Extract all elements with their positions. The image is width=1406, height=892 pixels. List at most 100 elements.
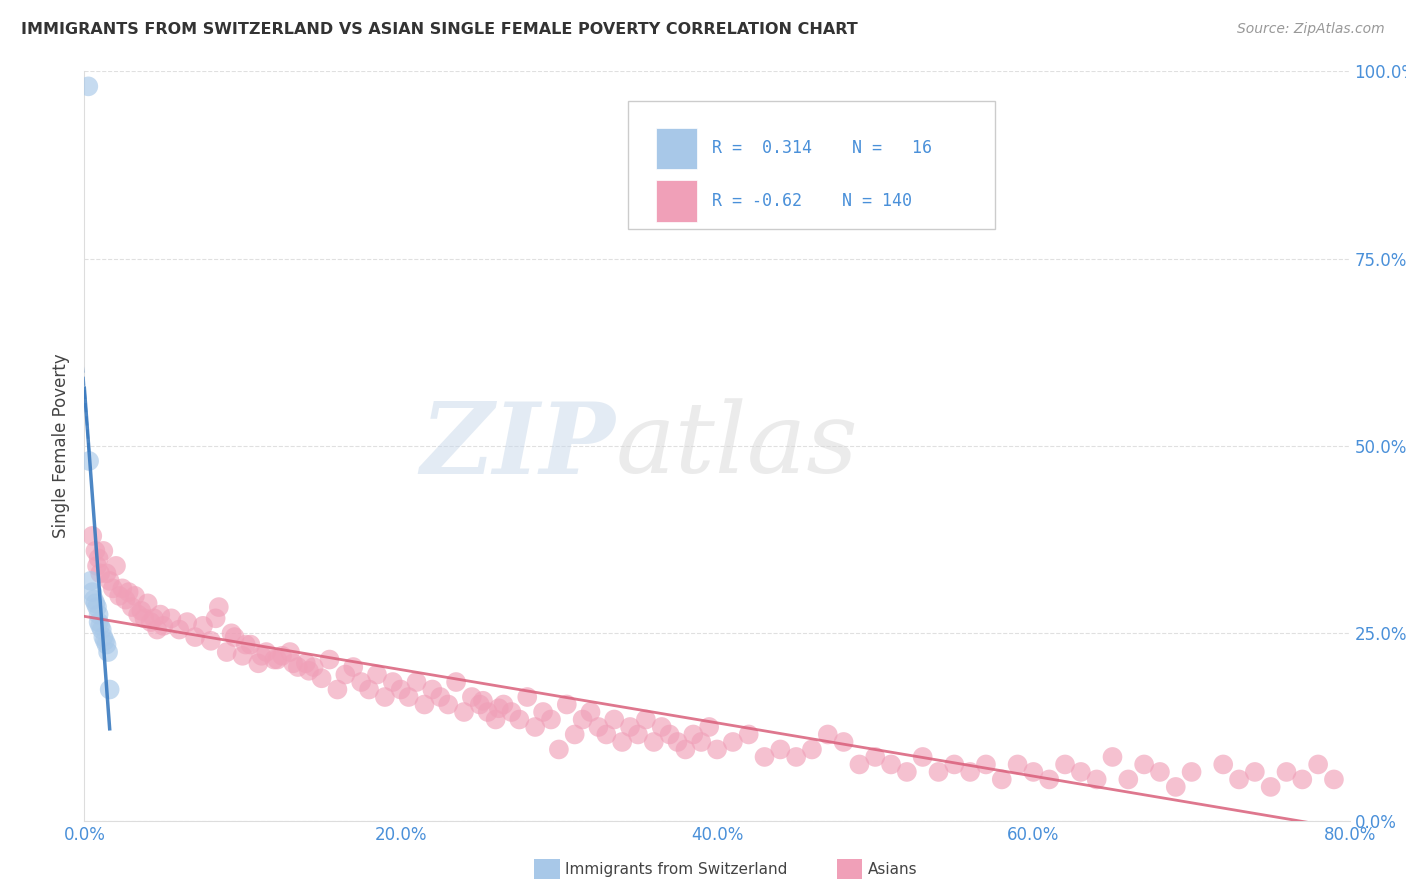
Text: ZIP: ZIP — [420, 398, 616, 494]
Point — [89, 619, 111, 633]
Text: Source: ZipAtlas.com: Source: ZipAtlas.com — [1237, 22, 1385, 37]
Point — [295, 657, 318, 671]
Point — [108, 589, 131, 603]
Point — [690, 735, 713, 749]
Point — [263, 652, 285, 666]
Point — [77, 79, 100, 94]
Point — [82, 529, 104, 543]
Point — [1275, 764, 1298, 779]
Point — [124, 589, 146, 603]
Y-axis label: Single Female Poverty: Single Female Poverty — [52, 354, 70, 538]
Point — [87, 615, 110, 629]
Point — [127, 607, 149, 622]
Point — [959, 764, 981, 779]
Point — [721, 735, 744, 749]
Point — [96, 566, 118, 581]
Point — [1149, 764, 1171, 779]
Point — [287, 660, 309, 674]
Point — [79, 574, 103, 588]
Text: IMMIGRANTS FROM SWITZERLAND VS ASIAN SINGLE FEMALE POVERTY CORRELATION CHART: IMMIGRANTS FROM SWITZERLAND VS ASIAN SIN… — [21, 22, 858, 37]
Point — [472, 694, 495, 708]
Point — [93, 544, 115, 558]
Point — [444, 675, 467, 690]
Point — [1308, 757, 1330, 772]
Point — [1007, 757, 1029, 772]
Point — [1260, 780, 1282, 794]
Point — [1291, 772, 1313, 787]
Point — [90, 623, 112, 637]
Point — [848, 757, 870, 772]
Point — [97, 645, 120, 659]
Point — [484, 713, 508, 727]
Point — [200, 633, 222, 648]
Point — [1180, 764, 1202, 779]
Point — [191, 619, 214, 633]
Point — [564, 727, 586, 741]
Point — [136, 596, 159, 610]
Point — [453, 705, 475, 719]
Point — [302, 660, 325, 674]
Point — [176, 615, 198, 629]
Point — [651, 720, 673, 734]
Point — [571, 713, 593, 727]
Point — [101, 582, 124, 596]
Point — [98, 682, 121, 697]
Point — [880, 757, 903, 772]
Point — [548, 742, 571, 756]
Point — [437, 698, 460, 712]
Point — [215, 645, 238, 659]
Point — [366, 667, 388, 681]
Point — [231, 648, 254, 663]
Point — [492, 698, 515, 712]
Point — [129, 604, 153, 618]
Text: R =  0.314    N =   16: R = 0.314 N = 16 — [711, 139, 932, 157]
Point — [1243, 764, 1265, 779]
Point — [488, 701, 510, 715]
Point — [84, 544, 107, 558]
Point — [281, 657, 305, 671]
FancyBboxPatch shape — [628, 102, 995, 228]
Point — [149, 607, 172, 622]
Point — [342, 660, 364, 674]
Point — [111, 582, 134, 596]
Point — [943, 757, 966, 772]
Point — [84, 596, 107, 610]
Text: Immigrants from Switzerland: Immigrants from Switzerland — [565, 863, 787, 877]
Point — [239, 638, 262, 652]
Point — [524, 720, 547, 734]
Point — [86, 558, 108, 573]
Point — [105, 558, 127, 573]
Point — [1101, 750, 1123, 764]
Point — [682, 727, 704, 741]
Point — [612, 735, 634, 749]
Point — [413, 698, 436, 712]
Point — [1212, 757, 1234, 772]
Point — [208, 600, 231, 615]
Point — [118, 585, 141, 599]
Point — [134, 611, 156, 625]
Point — [247, 657, 270, 671]
Point — [89, 566, 111, 581]
Point — [785, 750, 807, 764]
Point — [87, 607, 110, 622]
Point — [555, 698, 578, 712]
Point — [221, 626, 243, 640]
Point — [298, 664, 321, 678]
Point — [139, 615, 162, 629]
Text: atlas: atlas — [616, 399, 859, 493]
Point — [754, 750, 776, 764]
Point — [658, 727, 681, 741]
Point — [863, 750, 887, 764]
Point — [634, 713, 657, 727]
Point — [595, 727, 617, 741]
Point — [990, 772, 1012, 787]
Point — [531, 705, 554, 719]
Point — [374, 690, 396, 704]
Point — [468, 698, 491, 712]
Point — [928, 764, 950, 779]
Point — [77, 454, 100, 468]
Text: R = -0.62    N = 140: R = -0.62 N = 140 — [711, 192, 912, 210]
Point — [326, 682, 349, 697]
Point — [461, 690, 484, 704]
Point — [501, 705, 523, 719]
